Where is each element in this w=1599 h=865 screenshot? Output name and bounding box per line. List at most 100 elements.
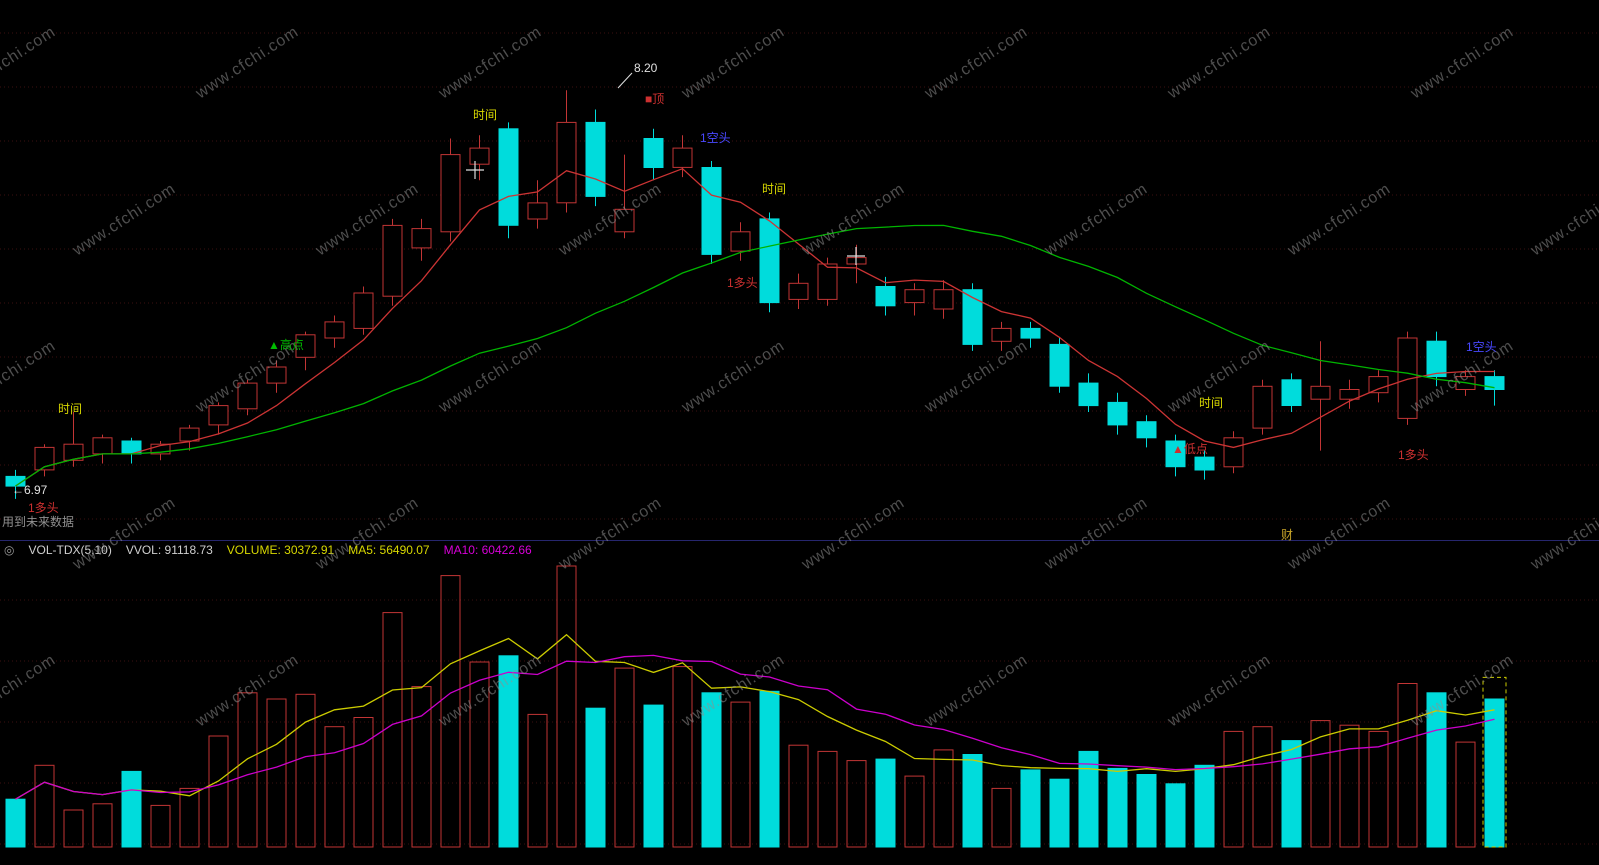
volume-bar <box>63 809 84 848</box>
volume-bar <box>150 804 171 848</box>
volume-bar <box>701 692 722 848</box>
candle-body <box>179 427 200 442</box>
volume-cursor-highlight <box>1482 676 1507 848</box>
candle-body <box>469 147 490 165</box>
volume-bar <box>34 764 55 848</box>
candle-body <box>208 405 229 426</box>
candle-body <box>672 147 693 168</box>
volume-bar <box>788 744 809 848</box>
volume-bar <box>759 690 780 848</box>
volume-bar <box>208 735 229 848</box>
volume-bar <box>1426 692 1447 848</box>
volume-bar <box>846 760 867 848</box>
volume-ma5-line <box>15 633 1495 800</box>
price-chart-canvas <box>0 32 1599 520</box>
price-ma-slow-line <box>15 224 1495 487</box>
volume-bar <box>411 686 432 848</box>
volume-bar <box>1136 774 1157 848</box>
volume-bar <box>962 754 983 848</box>
candle-body <box>1194 456 1215 471</box>
candle-body <box>266 366 287 384</box>
candle-body <box>1020 327 1041 339</box>
volume-bar <box>1455 741 1476 848</box>
candle-body <box>933 289 954 310</box>
volume-bar <box>1281 740 1302 848</box>
candle-body <box>1165 440 1186 468</box>
indicator-name[interactable]: VOL-TDX(5,10) <box>28 542 112 557</box>
candle-body <box>1107 401 1128 426</box>
candle-body <box>150 443 171 455</box>
volume-bar <box>1049 778 1070 848</box>
candle-body <box>614 208 635 233</box>
volume-bar <box>1368 730 1389 848</box>
volume-bar <box>817 750 838 848</box>
ma10-value: MA10: 60422.66 <box>443 542 532 557</box>
volume-bar <box>1339 724 1360 848</box>
candle-body <box>237 382 258 410</box>
candle-body <box>1310 385 1331 400</box>
candle-body <box>788 282 809 300</box>
volume-bar <box>469 661 490 848</box>
candle-body <box>846 257 867 265</box>
candle-body <box>1426 340 1447 378</box>
volume-bar <box>1397 683 1418 848</box>
candle-body <box>34 446 55 471</box>
candle-body <box>1397 337 1418 419</box>
candle-body <box>643 138 664 168</box>
candle-body <box>875 286 896 307</box>
candle-body <box>585 121 606 197</box>
candle-body <box>63 443 84 461</box>
volume-bar <box>672 666 693 848</box>
volume-bar <box>643 704 664 848</box>
volume-ma10-line <box>15 654 1495 800</box>
ma5-value: MA5: 56490.07 <box>348 542 430 557</box>
candle-body <box>991 327 1012 342</box>
candle-body <box>5 475 26 487</box>
candle-body <box>1078 382 1099 407</box>
candle-body <box>730 231 751 252</box>
volume-bar <box>237 692 258 848</box>
volume-bar <box>353 717 374 848</box>
volume-bar <box>875 758 896 848</box>
volume-bar <box>614 667 635 848</box>
volume-bar <box>324 726 345 848</box>
candle-body <box>295 334 316 358</box>
volume-chart-canvas <box>0 565 1599 848</box>
volume-bar <box>1223 730 1244 848</box>
volume-indicator-header: ◎ VOL-TDX(5,10) VVOL: 91118.73 VOLUME: 3… <box>0 540 1599 558</box>
volume-bar <box>556 565 577 848</box>
volume-bar <box>991 787 1012 848</box>
volume-bar <box>498 655 519 848</box>
candle-body <box>817 263 838 300</box>
volume-bar <box>382 612 403 848</box>
volume-bar <box>1107 767 1128 848</box>
volume-bar <box>730 701 751 848</box>
volume-bar <box>1194 764 1215 848</box>
candle-body <box>1223 437 1244 468</box>
indicator-toggle-icon[interactable]: ◎ <box>4 542 15 557</box>
candle-body <box>556 121 577 204</box>
volume-bar <box>295 693 316 848</box>
candle-body <box>92 437 113 455</box>
volume-bar <box>1078 750 1099 848</box>
candle-body <box>1368 376 1389 394</box>
volume-bar <box>121 770 142 848</box>
volume-bar <box>904 775 925 848</box>
candle-body <box>353 292 374 329</box>
candle-body <box>527 202 548 220</box>
price-chart-pane[interactable] <box>0 0 1599 540</box>
candle-body <box>1136 421 1157 439</box>
candle-body <box>1252 385 1273 429</box>
volume-bar <box>440 575 461 848</box>
candle-body <box>1339 389 1360 400</box>
candle-body <box>324 321 345 339</box>
candle-body <box>701 167 722 255</box>
volume-bar <box>5 798 26 848</box>
price-ma-fast-line <box>15 167 1495 487</box>
volume-bar <box>585 707 606 848</box>
volume-bar <box>1252 726 1273 848</box>
volume-bar <box>1165 783 1186 848</box>
volume-bar <box>933 749 954 848</box>
volume-chart-pane[interactable] <box>0 558 1599 865</box>
